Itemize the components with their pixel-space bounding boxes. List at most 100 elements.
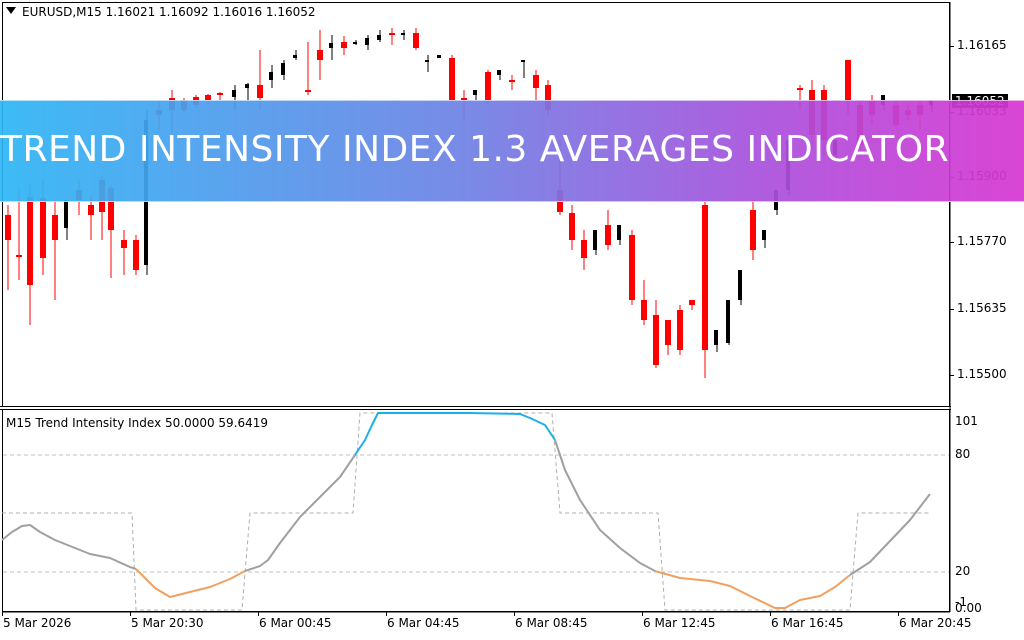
candle-body [217,93,223,95]
tii-line-bear [135,568,246,598]
candle-body [569,213,575,240]
candle-body [40,198,46,258]
candle-body [797,88,803,90]
time-label: 6 Mar 12:45 [643,616,716,630]
candle-body [845,60,851,100]
candle-body [461,98,467,100]
time-tick [898,612,899,616]
time-label: 6 Mar 08:45 [515,616,588,630]
banner-title: TREND INTENSITY INDEX 1.3 AVERAGES INDIC… [0,129,950,170]
candle-body [281,63,285,75]
indicator-level-label: 20 [955,564,971,578]
candle-body [377,35,381,40]
candle-body [485,72,491,100]
indicator-level-label: -1 [955,595,967,609]
indicator-level-label: 101 [955,414,978,428]
candle-body [702,205,708,350]
time-tick [642,612,643,616]
candle-body [341,42,347,48]
price-label: 1.16165 [957,38,1007,52]
tii-line-neutral [554,439,656,572]
candle-body [641,300,647,320]
candle-body [437,55,441,58]
candle-body [401,33,405,35]
title-banner: TREND INTENSITY INDEX 1.3 AVERAGES INDIC… [0,100,1024,202]
candle-body [545,85,551,110]
price-label: 1.15500 [957,367,1007,381]
candle-body [653,315,659,365]
candle-body [389,33,395,35]
candle-body [714,330,718,345]
time-tick [770,612,771,616]
price-tick [950,375,954,376]
candle-body [329,43,333,48]
price-tick [950,46,954,47]
price-tick [950,309,954,310]
candle-body [232,90,236,97]
time-tick [386,612,387,616]
indicator-level-label: 80 [955,447,971,461]
symbol-header-text: EURUSD,M15 1.16021 1.16092 1.16016 1.160… [22,5,316,19]
time-label: 6 Mar 20:45 [899,616,972,630]
tii-line-neutral [1,524,137,570]
time-label: 5 Mar 20:30 [131,616,204,630]
candle-body [726,300,730,343]
candle-body [677,310,683,350]
candle-body [257,85,263,98]
time-label: 6 Mar 04:45 [387,616,460,630]
time-tick [514,612,515,616]
time-label: 6 Mar 00:45 [259,616,332,630]
indicator-level-label: 0.00 [955,601,982,615]
candle-body [617,225,621,240]
tii-line-bull [354,412,556,456]
candle-body [108,188,114,230]
candle-body [738,270,742,300]
time-tick [2,612,3,616]
time-label: 5 Mar 2026 [3,616,72,630]
candle-body [133,240,139,270]
tii-average-step-line [2,412,930,611]
tii-line-bear [654,570,851,609]
candle-body [605,225,611,245]
pane-separator[interactable] [0,406,951,410]
candle-body [533,75,539,88]
price-label: 1.15770 [957,234,1007,248]
candle-body [750,210,756,250]
candle-body [365,38,369,45]
price-label: 1.15635 [957,301,1007,315]
collapse-triangle-icon[interactable] [6,7,16,14]
candle-body [473,90,477,95]
candle-body [629,235,635,300]
time-tick [130,612,131,616]
candle-body [5,215,11,240]
candle-body [762,230,766,240]
candle-body [689,300,695,305]
candle-body [27,197,33,285]
tii-line-neutral [244,454,356,572]
candle-body [497,70,501,75]
symbol-header[interactable]: EURUSD,M15 1.16021 1.16092 1.16016 1.160… [6,5,316,19]
candle-body [305,90,311,92]
candle-body [353,42,357,44]
candle-body [521,60,525,62]
candle-body [245,84,249,88]
time-label: 6 Mar 16:45 [771,616,844,630]
tii-line-neutral [849,493,931,576]
candle-body [413,33,419,48]
time-tick [258,612,259,616]
candle-body [121,240,127,248]
candle-body [269,72,273,80]
candle-body [88,205,94,215]
candle-body [593,230,597,250]
candle-body [52,215,58,240]
candle-body [64,200,68,228]
candle-body [665,320,671,345]
candle-body [293,55,297,58]
candle-body [16,255,22,257]
price-tick [950,242,954,243]
candle-body [317,50,323,60]
indicator-header: M15 Trend Intensity Index 50.0000 59.641… [6,416,269,430]
candle-body [425,60,429,62]
candle-body [581,240,587,258]
